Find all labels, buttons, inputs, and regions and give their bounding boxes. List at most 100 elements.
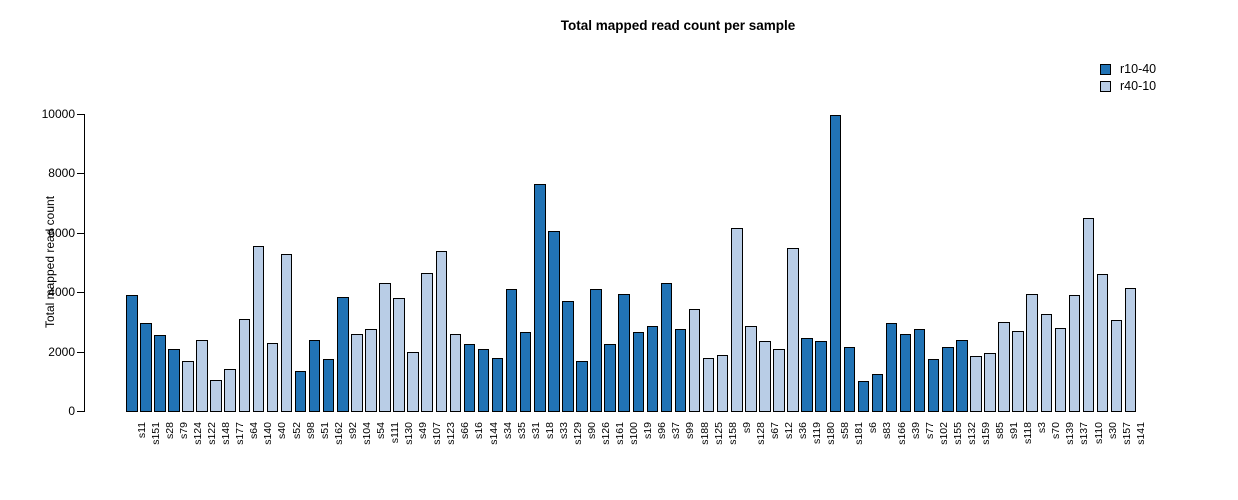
bar-s36 — [787, 248, 799, 412]
bar-s58 — [829, 115, 841, 412]
x-tick-label-text: s141 — [1134, 422, 1147, 445]
x-tick-label-text: s124 — [192, 422, 205, 445]
y-tick-label: 6000 — [48, 226, 75, 240]
bar-s159 — [970, 356, 982, 412]
bar-s110 — [1082, 218, 1095, 412]
bar-s37 — [660, 283, 673, 412]
x-tick-label-text: s166 — [895, 422, 908, 445]
bar-s119 — [801, 338, 813, 412]
bar-s177 — [224, 369, 236, 412]
x-tick-label-text: s181 — [853, 422, 866, 445]
bar-s188 — [688, 309, 701, 412]
bar-s157 — [1110, 320, 1123, 412]
x-tick-label-text: s180 — [825, 422, 838, 445]
x-tick-label-text: s39 — [909, 422, 922, 439]
legend-item-r40-10: r40-10 — [1100, 79, 1156, 93]
bar-s64 — [238, 319, 251, 412]
x-tick-label-text: s158 — [726, 422, 739, 445]
x-tick-label-text: s98 — [304, 422, 317, 439]
bar-s90 — [576, 361, 588, 412]
x-tick-label-text: s12 — [782, 422, 795, 439]
bar-s104 — [351, 334, 363, 412]
legend-item-r10-40: r10-40 — [1100, 62, 1156, 76]
x-tick-label-text: s128 — [754, 422, 767, 445]
x-tick-label-text: s49 — [417, 422, 430, 439]
x-tick-label-text: s119 — [811, 422, 824, 444]
x-tick-label-text: s140 — [262, 422, 275, 445]
bar-s181 — [843, 347, 856, 412]
bar-s166 — [885, 323, 898, 412]
bar-s141 — [1124, 288, 1137, 412]
x-tick-label-text: s11 — [135, 422, 148, 439]
x-tick-label-text: s92 — [346, 422, 359, 439]
bar-s125 — [702, 358, 715, 412]
x-tick-label-text: s144 — [487, 422, 500, 445]
x-tick-label-text: s132 — [965, 422, 978, 445]
legend-label: r10-40 — [1120, 62, 1157, 76]
x-tick-label-text: s31 — [529, 422, 542, 439]
bar-s34 — [491, 358, 504, 412]
x-tick-label-text: s155 — [951, 422, 964, 445]
x-tick-label-text: s130 — [403, 422, 416, 445]
x-tick-label-text: s52 — [290, 422, 303, 439]
bar-s30 — [1096, 274, 1109, 412]
bar-s51 — [308, 340, 321, 412]
x-tick-label-text: s102 — [937, 422, 950, 445]
y-tick-label: 10000 — [41, 107, 75, 121]
bar-s31 — [519, 332, 532, 412]
chart-title: Total mapped read count per sample — [560, 18, 796, 33]
x-tick-label-text: s67 — [768, 422, 781, 439]
x-tick-label-text: s77 — [923, 422, 936, 439]
bar-s140 — [252, 246, 265, 412]
legend-swatch — [1100, 80, 1111, 92]
x-tick-label-text: s33 — [557, 422, 570, 439]
bar-s70 — [1040, 314, 1053, 412]
bar-s111 — [379, 283, 391, 412]
x-tick-label-text: s162 — [332, 422, 345, 445]
bar-s107 — [421, 273, 433, 412]
x-tick-label-text: s111 — [389, 422, 401, 444]
x-tick-label-text: s30 — [1106, 422, 1119, 439]
x-tick-label-text: s51 — [318, 422, 331, 439]
x-tick-label-text: s188 — [698, 422, 711, 445]
y-tick-mark — [77, 233, 84, 234]
legend-swatch — [1100, 63, 1111, 75]
x-tick-label-text: s28 — [163, 422, 176, 439]
bar-s54 — [365, 329, 377, 412]
x-tick-label-text: s96 — [656, 422, 669, 439]
bar-s66 — [449, 334, 462, 412]
bar-s40 — [266, 343, 279, 412]
bar-s128 — [745, 326, 757, 412]
bar-s79 — [168, 349, 180, 412]
bar-s151 — [140, 323, 152, 412]
x-tick-label-text: s40 — [276, 422, 289, 439]
bar-s158 — [716, 355, 729, 412]
x-tick-label-text: s19 — [642, 422, 655, 439]
bar-s122 — [196, 340, 208, 412]
bar-s6 — [857, 381, 870, 412]
bar-s92 — [337, 297, 349, 412]
y-tick-label: 0 — [68, 404, 75, 418]
bar-s130 — [393, 298, 405, 412]
bar-s11 — [126, 295, 138, 412]
x-tick-label-text: s85 — [994, 422, 1007, 439]
x-tick-label-text: s159 — [979, 422, 992, 445]
bar-s35 — [505, 289, 518, 412]
bar-s139 — [1054, 328, 1067, 412]
bar-s161 — [604, 344, 616, 412]
bar-s83 — [871, 374, 884, 412]
x-tick-label-text: s9 — [740, 422, 753, 434]
y-tick-mark — [77, 411, 84, 412]
x-tick-label-text: s54 — [374, 422, 387, 439]
y-tick-mark — [77, 292, 84, 293]
bar-s132 — [956, 340, 968, 412]
y-tick-mark — [77, 114, 84, 115]
x-tick-label-text: s100 — [628, 422, 641, 445]
x-tick-label-text: s118 — [1022, 422, 1035, 444]
x-tick-label-text: s58 — [839, 422, 852, 439]
legend: r10-40 r40-10 — [1100, 62, 1156, 96]
x-tick-label-text: s99 — [684, 422, 697, 439]
x-tick-label-text: s125 — [712, 422, 725, 445]
x-tick-label-text: s104 — [360, 422, 373, 445]
